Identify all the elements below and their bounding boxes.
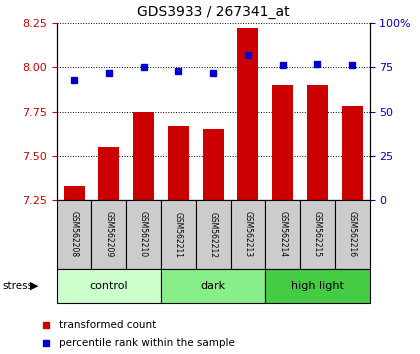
Text: GSM562216: GSM562216 [348, 211, 357, 258]
Bar [161, 269, 265, 303]
Bar [168, 126, 189, 200]
Bar [335, 200, 370, 269]
Text: GSM562215: GSM562215 [313, 211, 322, 258]
Bar [203, 129, 223, 200]
Bar [92, 200, 126, 269]
Text: GSM562208: GSM562208 [70, 211, 79, 258]
Title: GDS3933 / 267341_at: GDS3933 / 267341_at [137, 5, 289, 19]
Bar [133, 112, 154, 200]
Bar [98, 147, 119, 200]
Text: GSM562210: GSM562210 [139, 211, 148, 258]
Text: GSM562212: GSM562212 [209, 212, 218, 257]
Bar [64, 186, 84, 200]
Text: GSM562213: GSM562213 [244, 211, 252, 258]
Text: GSM562214: GSM562214 [278, 211, 287, 258]
Text: transformed count: transformed count [59, 320, 156, 330]
Bar [196, 200, 231, 269]
Bar [272, 85, 293, 200]
Bar [57, 200, 92, 269]
Bar [300, 200, 335, 269]
Text: percentile rank within the sample: percentile rank within the sample [59, 338, 235, 348]
Bar [265, 200, 300, 269]
Bar [307, 85, 328, 200]
Bar [237, 28, 258, 200]
Text: dark: dark [201, 281, 226, 291]
Text: stress: stress [2, 281, 33, 291]
Text: GSM562209: GSM562209 [104, 211, 113, 258]
Text: control: control [89, 281, 128, 291]
Bar [161, 200, 196, 269]
Bar [126, 200, 161, 269]
Bar [57, 269, 161, 303]
Bar [342, 106, 362, 200]
Text: ▶: ▶ [30, 281, 39, 291]
Text: GSM562211: GSM562211 [174, 212, 183, 257]
Bar [265, 269, 370, 303]
Bar [231, 200, 265, 269]
Text: high light: high light [291, 281, 344, 291]
